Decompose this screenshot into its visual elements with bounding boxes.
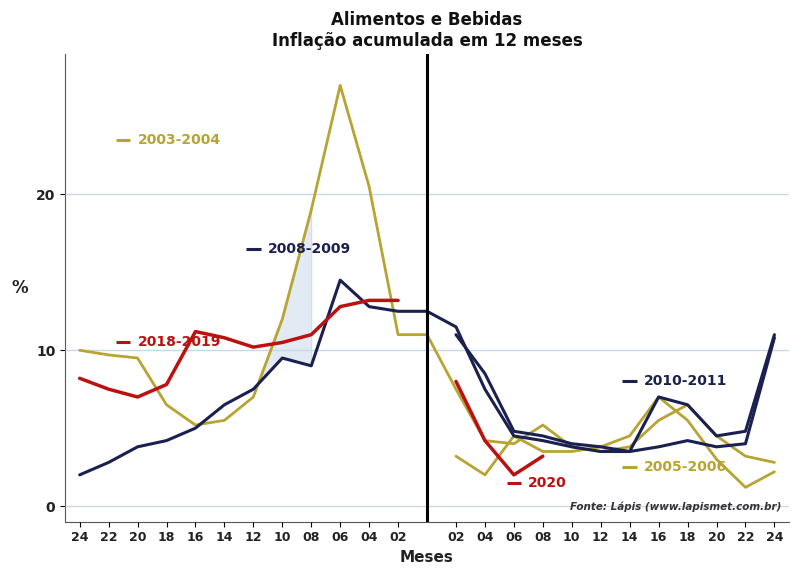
Text: 2010-2011: 2010-2011 — [644, 374, 727, 388]
Text: 2018-2019: 2018-2019 — [138, 335, 221, 350]
X-axis label: Meses: Meses — [400, 550, 454, 565]
Y-axis label: %: % — [11, 279, 28, 297]
Text: 2003-2004: 2003-2004 — [138, 133, 221, 147]
Text: 2020: 2020 — [528, 476, 567, 490]
Text: 2005-2006: 2005-2006 — [644, 460, 727, 474]
Title: Alimentos e Bebidas
Inflação acumulada em 12 meses: Alimentos e Bebidas Inflação acumulada e… — [272, 11, 582, 50]
Text: 2008-2009: 2008-2009 — [268, 242, 351, 256]
Text: Fonte: Lápis (www.lapismet.com.br): Fonte: Lápis (www.lapismet.com.br) — [570, 502, 782, 512]
